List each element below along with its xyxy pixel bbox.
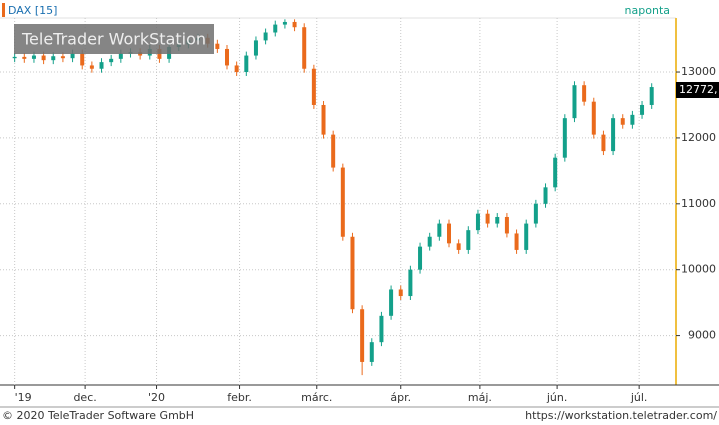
candle-body bbox=[630, 114, 635, 125]
candle-body bbox=[553, 157, 558, 188]
candle-body bbox=[562, 118, 567, 158]
candle-body bbox=[12, 56, 17, 59]
candle-body bbox=[514, 233, 519, 250]
candle-body bbox=[109, 58, 114, 63]
y-tick-label: 9000 bbox=[688, 329, 716, 342]
candle-body bbox=[51, 56, 56, 61]
candle-body bbox=[447, 223, 451, 244]
y-tick-label: 12000 bbox=[681, 131, 716, 144]
candle-body bbox=[582, 85, 587, 102]
candle-body bbox=[263, 32, 268, 41]
candle-body bbox=[118, 53, 123, 59]
candle-body bbox=[456, 243, 461, 250]
candle-body bbox=[475, 213, 480, 231]
symbol: DAX [15] bbox=[8, 4, 57, 17]
symbol-marker bbox=[2, 3, 5, 17]
candle-body bbox=[379, 315, 384, 343]
candle-body bbox=[215, 43, 220, 49]
x-tick-label: júl. bbox=[630, 391, 648, 404]
candle-body bbox=[495, 216, 500, 224]
candle-body bbox=[89, 65, 94, 69]
candle-body bbox=[504, 216, 509, 234]
last-price-box bbox=[676, 82, 719, 98]
copyright: © 2020 TeleTrader Software GmbH bbox=[2, 409, 194, 422]
period: naponta bbox=[625, 4, 670, 17]
candle-body bbox=[292, 21, 297, 28]
candle-body bbox=[99, 62, 104, 69]
x-tick-label: márc. bbox=[301, 391, 332, 404]
x-tick-label: dec. bbox=[73, 391, 96, 404]
candle-body bbox=[408, 269, 413, 297]
candle-body bbox=[543, 187, 548, 204]
candle-body bbox=[485, 213, 490, 224]
candle-body bbox=[601, 134, 606, 152]
candle-body bbox=[80, 53, 85, 66]
candle-body bbox=[611, 118, 616, 152]
candle-body bbox=[60, 56, 65, 59]
candle-body bbox=[533, 203, 538, 224]
candle-body bbox=[620, 118, 625, 125]
last-price: 12772, bbox=[679, 83, 718, 96]
candle-body bbox=[398, 289, 403, 297]
candle-body bbox=[360, 309, 365, 362]
y-tick-label: 13000 bbox=[681, 65, 716, 78]
x-tick-label: '19 bbox=[15, 391, 32, 404]
url: https://workstation.teletrader.com/ bbox=[525, 409, 717, 422]
candle-body bbox=[22, 56, 27, 59]
candle-body bbox=[321, 104, 326, 135]
y-tick-label: 11000 bbox=[681, 197, 716, 210]
candle-body bbox=[649, 87, 654, 105]
candle-body bbox=[524, 223, 529, 250]
candle-body bbox=[31, 55, 36, 59]
x-tick-label: febr. bbox=[227, 391, 252, 404]
candle-body bbox=[640, 104, 645, 115]
candle-body bbox=[591, 101, 596, 135]
watermark-box bbox=[14, 24, 214, 54]
x-tick-label: ápr. bbox=[390, 391, 411, 404]
x-tick-label: '20 bbox=[148, 391, 165, 404]
x-tick-label: máj. bbox=[468, 391, 492, 404]
candle-body bbox=[41, 55, 46, 61]
candle-body bbox=[466, 230, 471, 250]
y-tick-label: 10000 bbox=[681, 263, 716, 276]
candle-body bbox=[253, 40, 258, 56]
candle-body bbox=[70, 53, 75, 59]
plot: 9000 10000 11000 12000 13000 '19 dec. '20 febr. m… bbox=[0, 18, 716, 404]
candle-body bbox=[340, 167, 345, 237]
candle-body bbox=[572, 85, 577, 119]
candle-body bbox=[234, 65, 239, 73]
candle-body bbox=[418, 246, 423, 270]
candle-body bbox=[225, 48, 229, 66]
candle-body bbox=[437, 223, 442, 237]
x-tick-label: jún. bbox=[546, 391, 568, 404]
candle-body bbox=[311, 68, 316, 105]
candle-body bbox=[282, 21, 287, 25]
candle-body bbox=[302, 27, 307, 69]
watermark: TeleTrader WorkStation bbox=[21, 30, 206, 49]
candle-body bbox=[389, 289, 394, 316]
candle-body bbox=[369, 342, 374, 362]
candle-body bbox=[427, 236, 432, 247]
candle-body bbox=[273, 24, 278, 33]
candle-body bbox=[350, 236, 355, 310]
candle-body bbox=[244, 55, 249, 73]
candle-body bbox=[331, 134, 336, 168]
